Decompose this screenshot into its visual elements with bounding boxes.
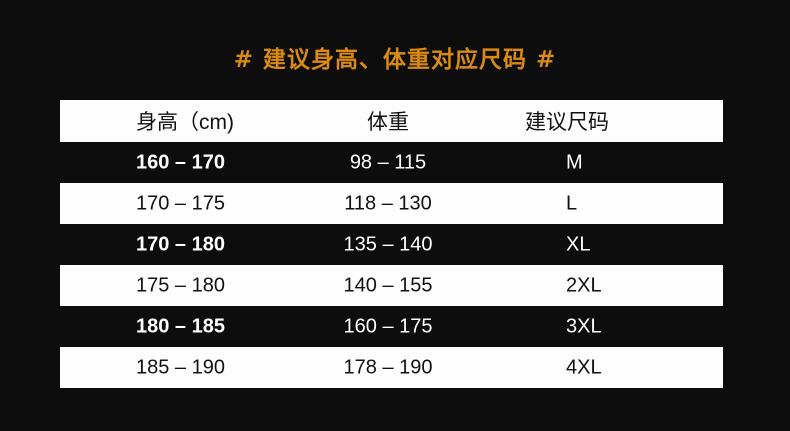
height-cell: 170 – 175: [136, 192, 225, 214]
size-cell: M: [566, 151, 583, 173]
table-row: 180 – 185 160 – 175 3XL: [60, 306, 723, 347]
weight-cell: 178 – 190: [343, 356, 433, 378]
height-cell: 180 – 185: [136, 315, 225, 337]
header-height: 身高（cm): [136, 111, 234, 134]
weight-cell: 160 – 175: [343, 315, 433, 337]
weight-cell: 140 – 155: [343, 274, 433, 296]
table-header: 身高（cm) 体重 建议尺码: [60, 100, 723, 142]
page-title: # 建议身高、体重对应尺码 #: [233, 47, 557, 73]
size-cell: 4XL: [566, 356, 602, 378]
weight-cell: 98 – 115: [349, 151, 427, 173]
height-cell: 160 – 170: [136, 151, 225, 173]
size-cell: L: [566, 192, 578, 214]
height-cell: 170 – 180: [136, 233, 225, 255]
weight-cell: 118 – 130: [344, 192, 432, 214]
size-cell: 2XL: [566, 274, 602, 296]
weight-cell: 135 – 140: [343, 233, 433, 255]
height-cell: 175 – 180: [136, 274, 225, 296]
size-chart-table: 身高（cm) 体重 建议尺码 160 – 170 98 – 115 M 170 – 1…: [60, 100, 723, 388]
height-cell: 185 – 190: [136, 356, 225, 378]
table-row: 170 – 180 135 – 140 XL: [60, 224, 723, 265]
table-row: 175 – 180 140 – 155 2XL: [60, 265, 723, 306]
table-row: 170 – 175 118 – 130 L: [60, 183, 723, 224]
size-cell: XL: [566, 233, 591, 255]
table-row: 185 – 190 178 – 190 4XL: [60, 347, 723, 388]
size-cell: 3XL: [566, 315, 602, 337]
header-weight: 体重: [367, 111, 409, 134]
table-row: 160 – 170 98 – 115 M: [60, 142, 723, 183]
header-size: 建议尺码: [525, 111, 609, 134]
